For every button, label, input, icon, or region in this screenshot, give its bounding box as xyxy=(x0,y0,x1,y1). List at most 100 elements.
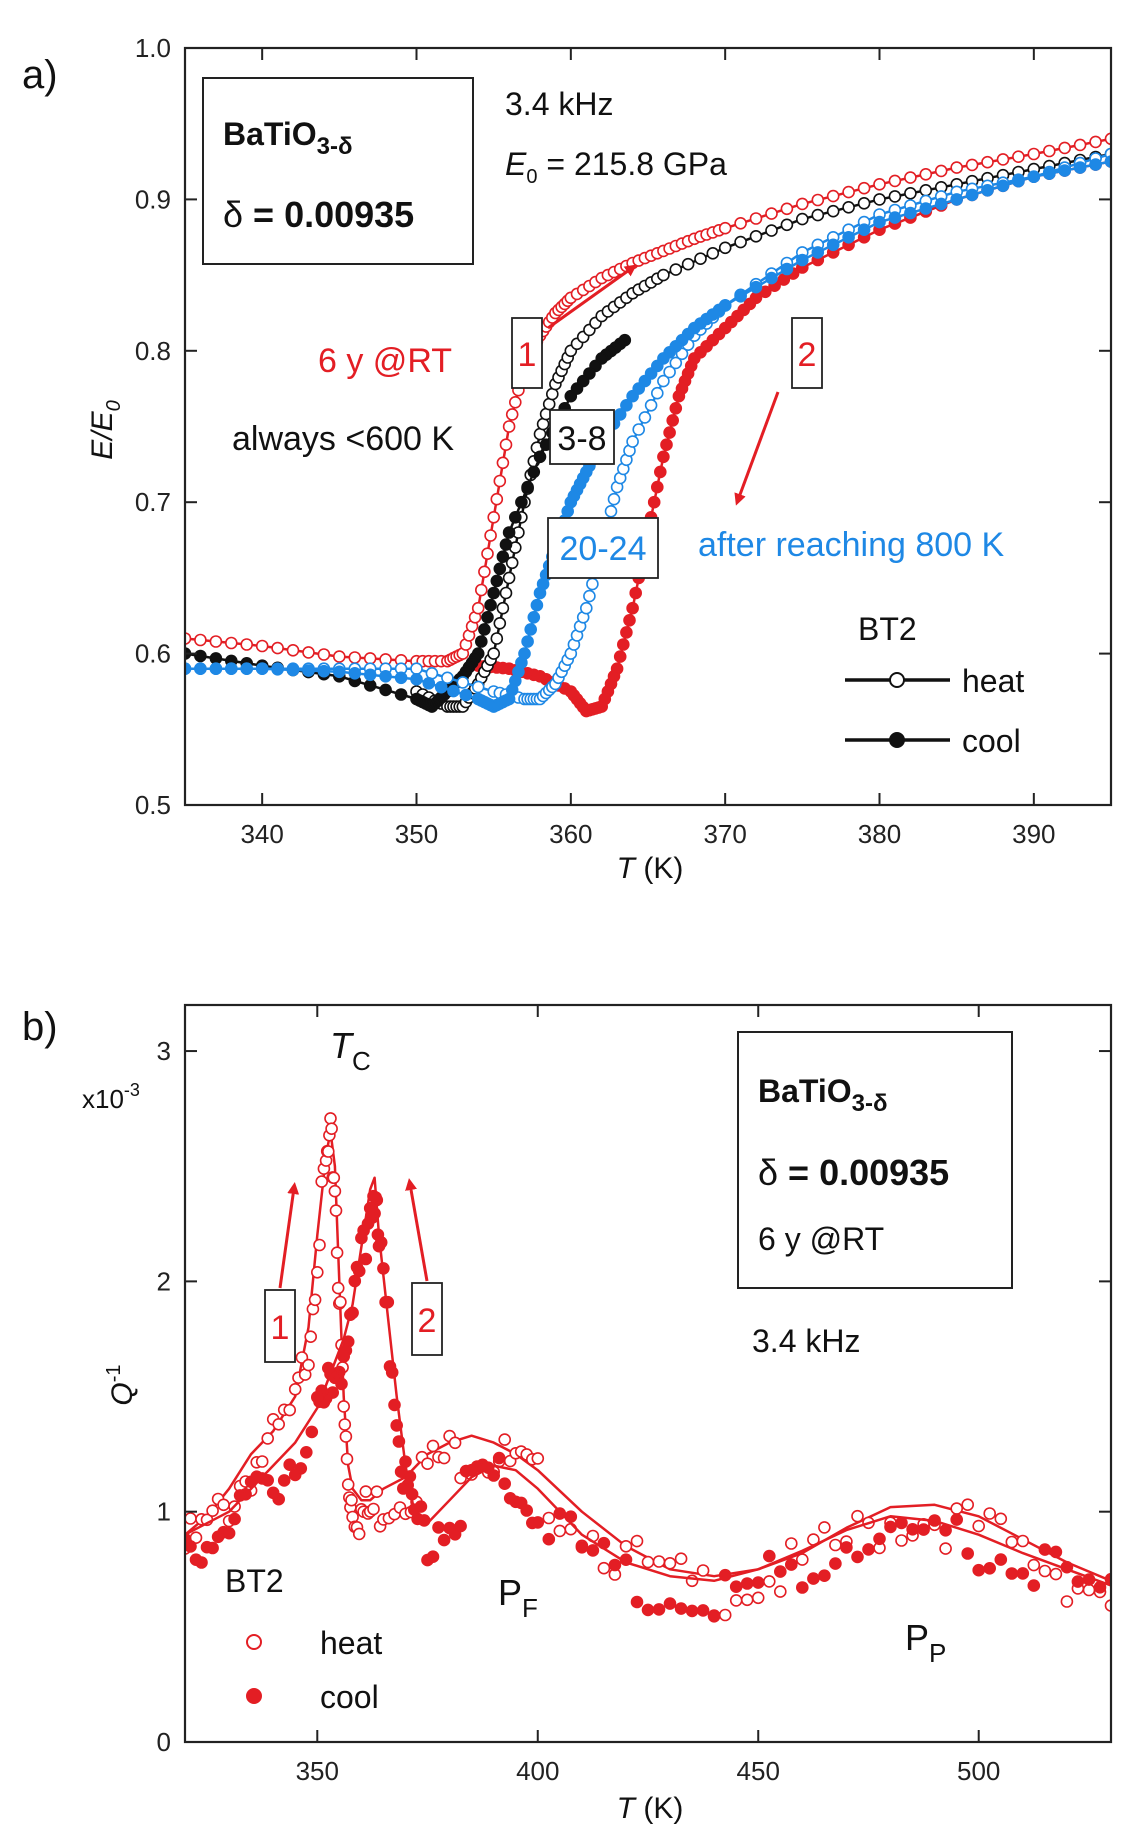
panel-a-series-5-point-65 xyxy=(533,586,547,600)
panel-a-xtick-label-5: 390 xyxy=(1012,819,1055,849)
panel-a-series-5-point-17 xyxy=(842,231,855,244)
panel-a-series-2-point-76 xyxy=(888,190,902,203)
panel-b-series-0-point-97 xyxy=(542,1511,556,1525)
panel-a-ytick-label-1: 0.6 xyxy=(135,639,171,669)
panel-a-xtick-label-4: 380 xyxy=(858,819,901,849)
panel-b-series-1-point-10 xyxy=(994,1553,1008,1566)
panel-a-series-5-point-92 xyxy=(379,669,392,683)
panel-b-series-1-point-39 xyxy=(674,1602,688,1615)
panel-b-series-1-point-68 xyxy=(443,1521,456,1535)
panel-b-series-1-point-33 xyxy=(740,1577,754,1590)
panel-b-series-0-point-49 xyxy=(338,1418,352,1431)
panel-a-ann-6y: 6 y @RT xyxy=(318,342,452,380)
panel-b-series-1-point-17 xyxy=(917,1523,930,1536)
panel-b-series-1-point-35 xyxy=(718,1568,732,1582)
panel-a-legend-heat-marker xyxy=(889,672,905,688)
panel-a-series-4-point-64 xyxy=(650,386,664,400)
panel-a-series-3-point-18 xyxy=(515,495,528,509)
panel-b-series-1-point-97 xyxy=(367,1189,380,1203)
panel-a-xlabel-sym: T xyxy=(617,852,638,885)
panel-b-series-0-point-148 xyxy=(1104,1599,1111,1612)
panel-b-legend-title: BT2 xyxy=(225,1563,284,1599)
panel-a-series-1-point-40 xyxy=(672,389,686,403)
panel-a-series-3-point-17 xyxy=(521,480,534,494)
panel-a-series-1-point-41 xyxy=(669,401,683,415)
panel-b-series-1-point-136 xyxy=(244,1475,258,1489)
panel-b-xtick-label-0: 350 xyxy=(296,1756,339,1786)
panel-a-ylabel: E/E0 xyxy=(86,400,125,459)
panel-a-ylabel-sub: 0 xyxy=(103,400,125,411)
panel-a-series-2-point-26 xyxy=(505,556,519,570)
panel-b-box-delta-sym: δ xyxy=(758,1152,778,1193)
panel-b-series-1-point-65 xyxy=(459,1464,473,1478)
panel-b-series-1-point-84 xyxy=(390,1419,404,1432)
panel-b-series-1-point-36 xyxy=(707,1609,721,1622)
panel-a-series-5-point-1 xyxy=(1089,158,1102,171)
panel-a-tag-1-box xyxy=(511,317,543,389)
panel-a-tag-2: 2 xyxy=(798,336,817,374)
panel-a-series-3-point-64 xyxy=(194,649,207,663)
panel-a-ytick-label-0: 0.5 xyxy=(135,790,171,820)
panel-a-series-0-point-30 xyxy=(471,601,485,615)
panel-a-series-0-point-2 xyxy=(209,635,223,648)
panel-b-series-0-point-51 xyxy=(340,1452,354,1466)
panel-a-series-0-point-102 xyxy=(981,155,994,169)
panel-b-series-1-point-20 xyxy=(884,1520,897,1534)
panel-b-series-0-point-20 xyxy=(288,1383,302,1396)
panel-a-series-5-point-11 xyxy=(934,197,948,211)
panel-b-plot-area xyxy=(185,1112,1111,1623)
panel-a-series-0-point-90 xyxy=(795,197,809,211)
panel-b-series-1-point-30 xyxy=(773,1565,787,1578)
panel-b-series-0-point-138 xyxy=(994,1512,1008,1526)
panel-a-series-0-point-93 xyxy=(842,185,855,199)
panel-a-series-0-point-92 xyxy=(826,189,840,203)
panel-a-series-5-point-90 xyxy=(410,672,423,686)
panel-b-series-1-point-28 xyxy=(795,1581,809,1594)
panel-a: a) 340 350 360 370 380 3900.50.60.70.80.91.0 … xyxy=(22,33,1113,885)
panel-b-series-0-point-36 xyxy=(324,1112,337,1125)
panel-b-series-1-point-47 xyxy=(586,1544,600,1557)
panel-b-series-1-point-29 xyxy=(784,1558,798,1571)
panel-a-frame xyxy=(183,46,1113,807)
panel-a-series-0-point-87 xyxy=(749,212,763,225)
panel-b-series-1-point-90 xyxy=(377,1262,390,1275)
panel-b-series-0-point-109 xyxy=(674,1552,688,1565)
panel-a-series-2-point-22 xyxy=(493,616,507,630)
panel-b-series-1-point-44 xyxy=(619,1553,633,1566)
panel-a-arrow-2 xyxy=(734,391,780,506)
panel-a-series-4-point-17 xyxy=(441,671,454,685)
panel-b-series-0-point-7 xyxy=(217,1498,230,1512)
panel-a-series-3-point-63 xyxy=(209,652,223,665)
panel-a-series-1-point-55 xyxy=(626,601,639,615)
panel-b-pp: PP xyxy=(905,1617,946,1668)
panel-a-series-4-point-45 xyxy=(579,601,593,615)
panel-a-series-1-point-45 xyxy=(657,450,670,464)
panel-a-series-0-point-101 xyxy=(965,158,979,172)
panel-a-series-5-point-99 xyxy=(271,662,284,676)
panel-a-series-5-point-23 xyxy=(749,280,763,294)
panel-a-series-5-point-18 xyxy=(826,238,840,252)
panel-a-series-0-point-32 xyxy=(478,565,491,579)
panel-a-series-3-point-22 xyxy=(496,550,510,564)
panel-a-series-0-point-0 xyxy=(185,632,192,645)
panel-a-series-3-point-21 xyxy=(499,538,513,551)
panel-a-series-0-point-5 xyxy=(255,639,269,653)
panel-b-series-1-point-41 xyxy=(652,1603,666,1616)
panel-b-series-0-point-118 xyxy=(773,1585,787,1598)
panel-b-series-1-point-104 xyxy=(355,1231,368,1245)
panel-a-sample-box xyxy=(202,77,474,265)
panel-a-series-5-point-66 xyxy=(530,598,544,612)
panel-b-series-1-point-21 xyxy=(873,1532,886,1546)
panel-b-series-0-point-125 xyxy=(851,1509,864,1523)
panel-a-series-1-point-46 xyxy=(653,465,667,479)
panel-b-series-1-point-51 xyxy=(542,1532,556,1546)
panel-b-series-1-point-82 xyxy=(394,1465,408,1478)
panel-a-series-0-point-11 xyxy=(348,651,362,664)
panel-a-axes: 340 350 360 370 380 390 0.5 0.6 0.7 0.8 0.9 1.0 xyxy=(135,33,1111,849)
panel-a-series-0-point-105 xyxy=(1027,147,1041,161)
panel-a-series-4-point-62 xyxy=(638,411,652,424)
panel-b-xlabel-sym: T xyxy=(617,1792,638,1825)
panel-b-pf-sym: P xyxy=(498,1572,522,1613)
panel-a-series-4-point-47 xyxy=(586,577,599,591)
panel-a-series-0-point-109 xyxy=(1089,135,1102,149)
